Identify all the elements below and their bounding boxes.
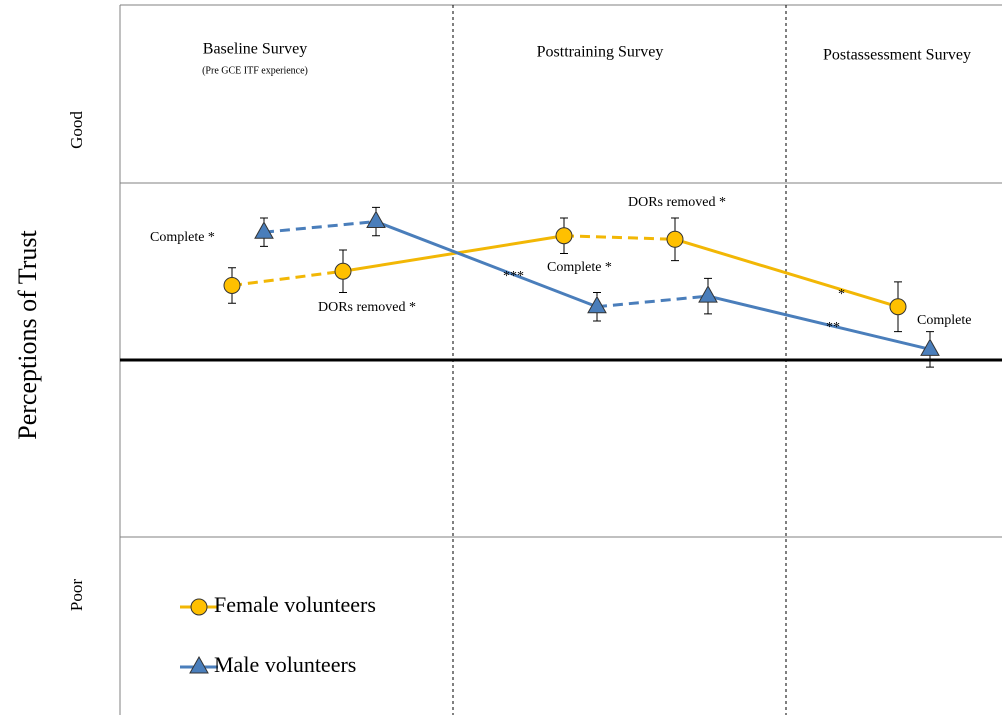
annotation: DORs removed * [628, 195, 726, 210]
annotation: * [838, 287, 845, 302]
annotation: DORs removed * [318, 300, 416, 315]
legend-marker [190, 598, 208, 616]
annotation: Complete [917, 313, 971, 328]
column-title: Postassessment Survey [823, 47, 971, 64]
marker [366, 210, 386, 229]
marker [889, 298, 907, 316]
series-segment [263, 220, 377, 234]
marker [698, 285, 718, 303]
marker [587, 295, 607, 314]
legend-marker [189, 655, 209, 674]
marker [223, 276, 241, 294]
marker [254, 221, 274, 239]
legend-label: Female volunteers [214, 592, 376, 617]
annotation: Complete * [547, 260, 612, 275]
marker [920, 338, 940, 356]
legend-label: Male volunteers [214, 652, 356, 677]
series-segment [231, 269, 344, 287]
column-title: Posttraining Survey [537, 44, 664, 61]
column-title: Baseline Survey [203, 41, 307, 58]
marker [334, 262, 352, 280]
marker [666, 230, 684, 248]
y-bottom-label: Poor [67, 579, 86, 611]
series-segment [674, 237, 899, 309]
annotation: *** [503, 269, 524, 284]
series-segment [342, 234, 565, 273]
series-segment [707, 294, 931, 351]
y-axis-label: Perceptions of Trust [13, 229, 42, 439]
series-segment [596, 294, 709, 309]
series-segment [375, 220, 598, 309]
column-subtitle: (Pre GCE ITF experience) [202, 65, 308, 76]
series-segment [563, 234, 676, 241]
marker [555, 227, 573, 245]
y-top-label: Good [67, 111, 86, 149]
annotation: ** [826, 320, 840, 335]
annotation: Complete * [150, 230, 215, 245]
